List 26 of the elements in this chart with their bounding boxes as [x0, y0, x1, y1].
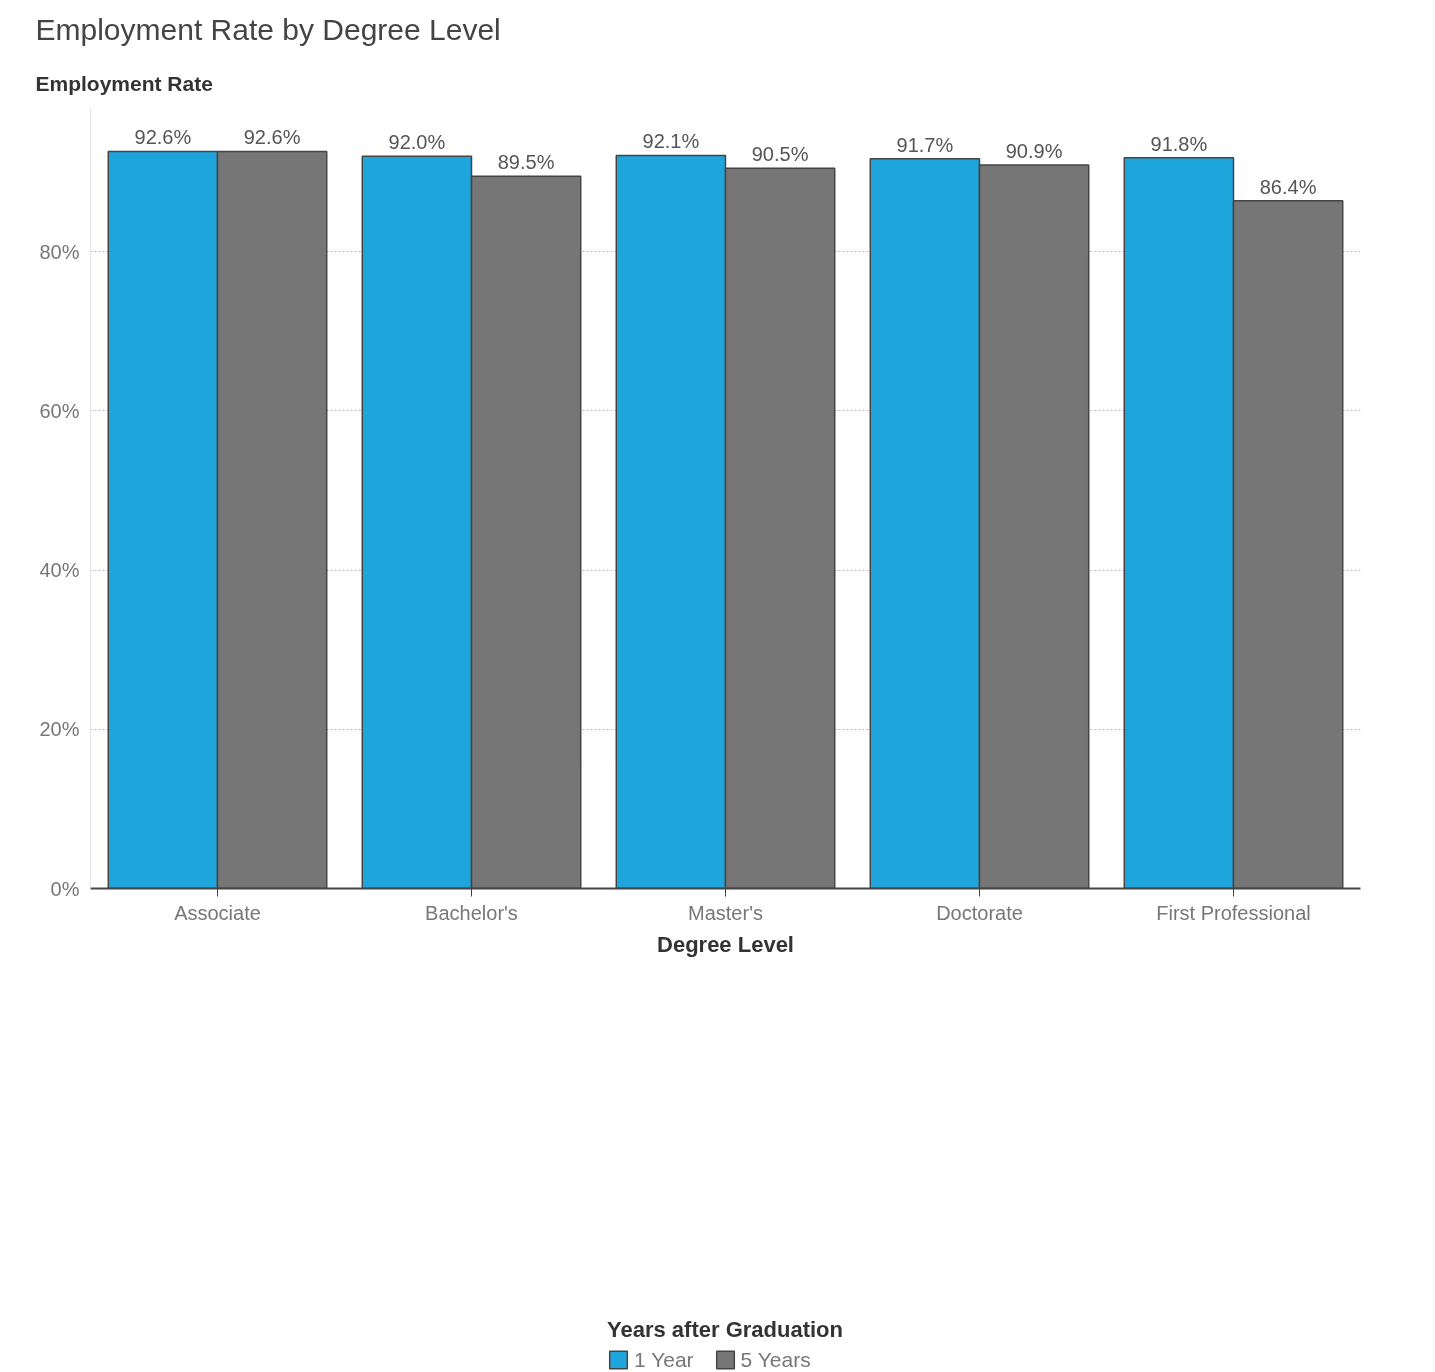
data-label: 86.4%: [1259, 175, 1317, 198]
x-tick-label: Doctorate: [936, 901, 1023, 924]
x-tick-label: Bachelor's: [425, 901, 518, 924]
y-tick-label: 20%: [39, 718, 80, 741]
x-axis-title: Degree Level: [657, 931, 794, 957]
y-tick-label: 60%: [39, 399, 80, 422]
x-tick-label: Associate: [174, 901, 261, 924]
x-tick-label: First Professional: [1156, 901, 1311, 924]
legend-label: 1 Year: [634, 1347, 694, 1371]
data-label: 89.5%: [497, 151, 555, 174]
y-tick-label: 80%: [39, 240, 80, 263]
data-label: 91.7%: [896, 133, 954, 156]
data-label: 92.0%: [388, 131, 446, 154]
data-label: 90.5%: [751, 143, 809, 166]
data-label: 92.6%: [134, 126, 192, 149]
chart-title: Employment Rate by Degree Level: [35, 12, 501, 46]
y-axis-title: Employment Rate: [35, 71, 213, 95]
x-tick-label: Master's: [688, 901, 763, 924]
legend-title: Years after Graduation: [607, 1316, 843, 1342]
y-tick-label: 40%: [39, 559, 80, 582]
data-label: 91.8%: [1150, 132, 1208, 155]
data-label: 92.1%: [642, 130, 700, 153]
legend-label: 5 Years: [740, 1347, 811, 1371]
data-label: 92.6%: [243, 126, 301, 149]
data-label: 90.9%: [1005, 140, 1063, 163]
y-tick-label: 0%: [50, 877, 80, 900]
